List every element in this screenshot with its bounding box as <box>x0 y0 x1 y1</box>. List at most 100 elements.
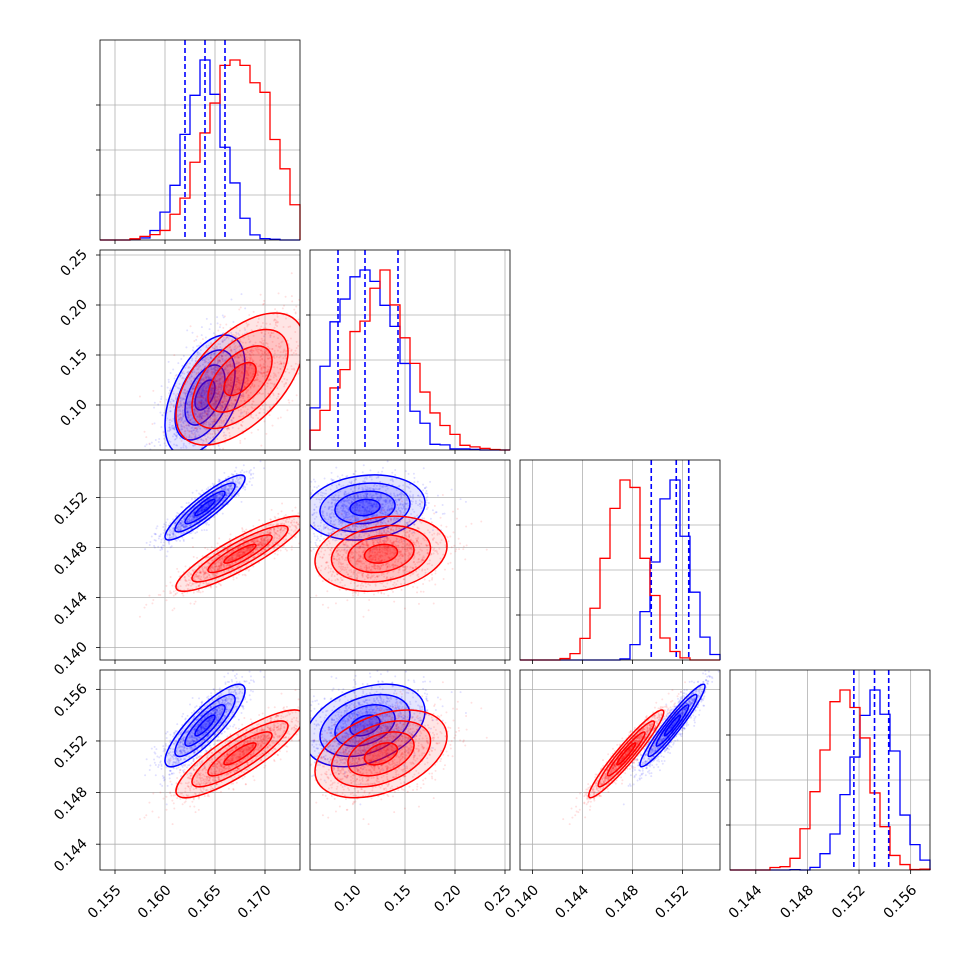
sample-point <box>206 468 208 470</box>
sample-point <box>230 419 233 422</box>
sample-point <box>201 338 204 341</box>
sample-point <box>180 523 183 526</box>
sample-point <box>210 570 213 573</box>
sample-point <box>202 389 205 392</box>
sample-point <box>202 576 205 579</box>
sample-point <box>220 392 223 395</box>
sample-point <box>226 408 229 411</box>
sample-point <box>193 469 195 471</box>
sample-point <box>188 434 191 437</box>
sample-point <box>199 571 202 574</box>
sample-point <box>210 393 213 396</box>
sample-point <box>182 444 185 447</box>
sample-point <box>240 394 243 397</box>
sample-point <box>199 509 202 512</box>
sample-point <box>185 436 188 439</box>
sample-point <box>236 388 239 391</box>
sample-point <box>180 480 182 482</box>
sample-point <box>193 410 196 413</box>
sample-point <box>207 504 210 507</box>
sample-point <box>252 556 255 559</box>
sample-point <box>179 516 182 519</box>
sample-point <box>168 392 171 395</box>
sample-point <box>215 380 218 383</box>
sample-point <box>181 428 184 431</box>
sample-point <box>209 417 212 420</box>
sample-point <box>237 378 240 381</box>
sample-point <box>227 451 229 453</box>
sample-point <box>229 487 232 490</box>
sample-point <box>161 548 164 551</box>
sample-point <box>235 383 238 386</box>
sample-point <box>245 374 248 377</box>
sample-point <box>229 385 232 388</box>
sample-point <box>220 561 223 564</box>
sample-point <box>208 328 211 331</box>
sample-point <box>145 443 148 446</box>
sample-point <box>177 406 180 409</box>
sample-point <box>175 519 178 522</box>
sample-point <box>215 497 218 500</box>
sample-point <box>209 323 212 326</box>
sample-point <box>245 483 248 486</box>
sample-point <box>246 378 249 381</box>
sample-point <box>255 414 258 417</box>
sample-point <box>195 576 198 579</box>
sample-point <box>227 372 230 375</box>
sample-point <box>201 359 204 362</box>
sample-point <box>183 523 186 526</box>
sample-point <box>168 428 171 431</box>
sample-point <box>235 378 238 381</box>
sample-point <box>236 368 239 371</box>
sample-point <box>213 573 216 576</box>
sample-point <box>171 527 174 530</box>
sample-point <box>205 396 208 399</box>
sample-point <box>234 355 237 358</box>
sample-point <box>216 397 219 400</box>
sample-point <box>218 431 221 434</box>
sample-point <box>181 364 184 367</box>
sample-point <box>217 497 220 500</box>
sample-point <box>211 411 214 414</box>
sample-point <box>246 371 249 374</box>
sample-point <box>169 440 172 443</box>
sample-point <box>158 437 161 440</box>
sample-point <box>209 388 212 391</box>
sample-point <box>258 391 261 394</box>
sample-point <box>304 521 306 523</box>
sample-point <box>260 341 263 344</box>
sample-point <box>192 569 195 572</box>
sample-point <box>202 403 205 406</box>
sample-point <box>235 395 238 398</box>
sample-point <box>235 383 238 386</box>
sample-point <box>263 539 266 542</box>
sample-point <box>199 399 202 402</box>
sample-point <box>189 373 192 376</box>
sample-point <box>218 359 221 362</box>
sample-point <box>218 492 221 495</box>
sample-point <box>262 302 265 305</box>
sample-point <box>244 370 247 373</box>
sample-point <box>232 416 235 419</box>
sample-point <box>264 353 267 356</box>
sample-point <box>206 505 209 508</box>
sample-point <box>199 364 202 367</box>
sample-point <box>190 497 193 500</box>
sample-point <box>222 375 225 378</box>
sample-point <box>197 401 200 404</box>
sample-point <box>172 475 174 477</box>
sample-point <box>263 366 266 369</box>
sample-point <box>243 573 246 576</box>
sample-point <box>148 442 151 445</box>
sample-point <box>217 366 220 369</box>
sample-point <box>223 403 226 406</box>
sample-point <box>169 581 172 584</box>
sample-point <box>256 348 259 351</box>
sample-point <box>204 399 207 402</box>
sample-point <box>295 340 298 343</box>
sample-point <box>269 335 272 338</box>
sample-point <box>268 377 271 380</box>
sample-point <box>244 328 247 331</box>
sample-point <box>201 358 204 361</box>
sample-point <box>207 486 210 489</box>
